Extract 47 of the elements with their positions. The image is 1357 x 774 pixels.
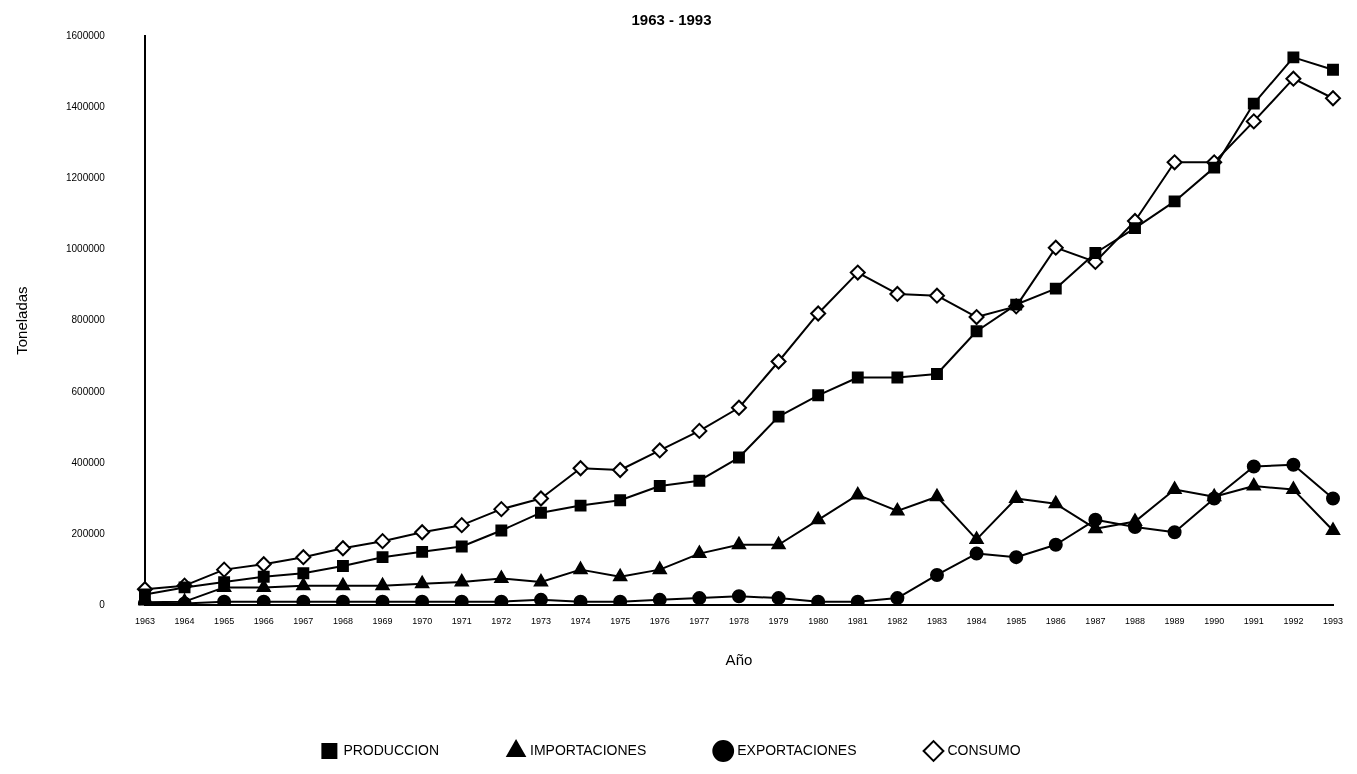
x-tick-label: 1991 <box>1243 616 1264 627</box>
x-tick-label: 1972 <box>491 616 512 627</box>
y-tick-label: 600000 <box>71 385 106 397</box>
x-axis-title: Año <box>725 651 753 669</box>
y-tick-label: 1600000 <box>65 29 106 41</box>
legend-label: CONSUMO <box>947 741 1021 758</box>
y-tick-label: 1400000 <box>65 100 106 112</box>
y-tick-label: 400000 <box>71 456 106 468</box>
x-tick-label: 1967 <box>293 616 314 627</box>
x-tick-label: 1975 <box>610 616 631 627</box>
x-tick-label: 1985 <box>1006 616 1027 627</box>
x-tick-label: 1978 <box>728 616 749 627</box>
x-tick-label: 1976 <box>649 616 670 627</box>
legend-label: PRODUCCION <box>343 741 440 758</box>
y-tick-label: 1200000 <box>65 172 106 184</box>
legend-label: IMPORTACIONES <box>530 741 647 758</box>
x-tick-label: 1983 <box>926 616 947 627</box>
y-tick-label: 0 <box>99 598 106 610</box>
chart-title: 1963 - 1993 <box>631 11 712 29</box>
x-tick-label: 1989 <box>1164 616 1185 627</box>
x-tick-label: 1988 <box>1124 616 1145 627</box>
x-tick-label: 1971 <box>451 616 472 627</box>
x-tick-label: 1984 <box>966 616 987 627</box>
y-axis-title: Toneladas <box>13 286 31 355</box>
x-tick-label: 1963 <box>134 616 155 627</box>
x-tick-label: 1977 <box>689 616 710 627</box>
x-tick-label: 1969 <box>372 616 393 627</box>
legend-label: EXPORTACIONES <box>737 741 857 758</box>
y-tick-label: 800000 <box>71 314 106 326</box>
x-tick-label: 1974 <box>570 616 591 627</box>
x-tick-label: 1981 <box>847 616 868 627</box>
x-tick-label: 1973 <box>530 616 551 627</box>
x-tick-label: 1992 <box>1283 616 1304 627</box>
x-tick-label: 1968 <box>332 616 353 627</box>
x-tick-label: 1986 <box>1045 616 1066 627</box>
y-tick-label: 1000000 <box>65 243 106 255</box>
x-tick-label: 1982 <box>887 616 908 627</box>
x-tick-label: 1965 <box>214 616 235 627</box>
x-tick-label: 1970 <box>412 616 433 627</box>
x-tick-label: 1993 <box>1322 616 1344 627</box>
x-tick-label: 1987 <box>1085 616 1106 627</box>
x-tick-label: 1990 <box>1204 616 1225 627</box>
x-tick-label: 1964 <box>174 616 195 627</box>
x-tick-label: 1980 <box>808 616 829 627</box>
y-tick-label: 200000 <box>71 527 106 539</box>
x-tick-label: 1966 <box>253 616 274 627</box>
x-tick-label: 1979 <box>768 616 789 627</box>
